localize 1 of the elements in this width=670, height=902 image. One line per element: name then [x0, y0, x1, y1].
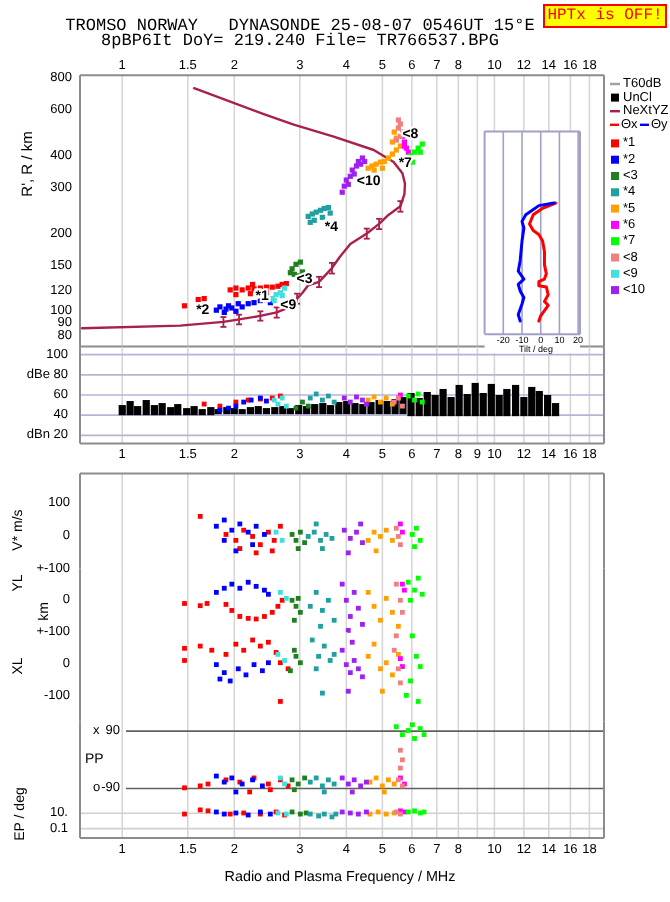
- chart-subtitle: 8pBP6It DoY= 219.240 File= TR766537.BPG: [101, 31, 499, 51]
